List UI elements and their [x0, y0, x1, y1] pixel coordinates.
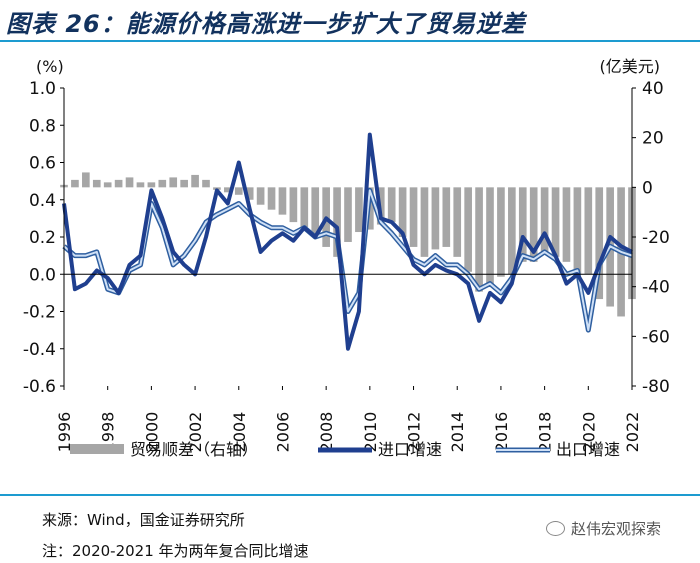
- right-tick-label: 40: [642, 79, 664, 99]
- trade-balance-bar: [147, 182, 156, 188]
- export-growth-line: [63, 189, 633, 332]
- left-tick-label: 0.8: [29, 116, 56, 136]
- trade-balance-bar: [551, 187, 560, 257]
- left-tick-label: 0.0: [29, 265, 56, 285]
- title-rule: [0, 40, 700, 42]
- x-tick-label: 2002: [186, 412, 205, 453]
- x-tick-label: 2006: [273, 412, 292, 453]
- x-tick-label: 1998: [99, 412, 118, 453]
- trade-balance-bar: [136, 182, 145, 188]
- trade-balance-bar: [289, 187, 298, 223]
- trade-balance-bar: [103, 182, 112, 188]
- trade-balance-bar: [278, 187, 287, 215]
- trade-balance-bar: [595, 187, 604, 300]
- growth-lines: [62, 132, 633, 351]
- x-tick-label: 2012: [405, 412, 424, 453]
- chart-axes: 1.0 0.8 0.6 0.4 0.2 0.0 -0.2 -0.4 -0.6 40 20 0 -20 -4…: [23, 57, 670, 452]
- trade-balance-bar: [256, 187, 265, 205]
- chart-legend: 贸易顺差（右轴） 进口增速 出口增速: [70, 440, 620, 459]
- left-tick-label: 0.2: [29, 228, 56, 248]
- trade-balance-bar: [529, 187, 538, 262]
- x-tick-label: 2020: [579, 412, 598, 453]
- trade-balance-bar: [191, 174, 199, 188]
- trade-balance-bar: [508, 187, 516, 275]
- trade-balance-bar: [300, 187, 309, 228]
- trade-balance-bar: [234, 187, 243, 195]
- trade-balance-bar: [311, 187, 320, 237]
- trade-balance-bar: [202, 179, 210, 188]
- right-tick-label: -60: [642, 327, 670, 347]
- x-tick-label: 2004: [230, 412, 249, 453]
- trade-balance-bar: [398, 187, 407, 237]
- trade-balance-bar: [584, 187, 593, 275]
- right-tick-label: -80: [642, 377, 670, 397]
- note-line: 注：2020-2021 年为两年复合同比增速: [42, 542, 309, 560]
- trade-balance-bar: [486, 187, 494, 287]
- left-tick-label: 1.0: [29, 79, 56, 99]
- wechat-icon: [546, 521, 565, 536]
- wechat-account: 赵伟宏观探索: [546, 518, 661, 539]
- x-tick-label: 2000: [142, 412, 161, 453]
- x-tick-label: 2022: [623, 412, 642, 453]
- trade-balance-bar: [497, 187, 505, 277]
- trade-balance-bar: [409, 187, 418, 247]
- trade-balance-bar: [180, 179, 188, 188]
- trade-balance-bar: [333, 187, 341, 257]
- trade-balance-bar: [420, 187, 429, 257]
- trade-balance-bar: [475, 187, 483, 292]
- legend-label-trade: 贸易顺差（右轴）: [130, 440, 258, 459]
- trade-balance-bar: [92, 179, 101, 188]
- trade-balance-bar: [442, 187, 451, 247]
- trade-balance-bar: [224, 187, 232, 193]
- left-tick-label: 0.6: [29, 154, 56, 174]
- trade-balance-bar: [355, 187, 363, 233]
- import-growth-line: [62, 132, 633, 351]
- right-tick-label: 20: [642, 129, 664, 149]
- trade-balance-bar: [387, 187, 396, 223]
- trade-balance-bar: [125, 177, 134, 188]
- left-unit: (%): [36, 57, 64, 76]
- wechat-account-name: 赵伟宏观探索: [571, 520, 662, 538]
- x-tick-label: 2008: [317, 412, 336, 453]
- trade-balance-bar: [114, 179, 123, 188]
- trade-balance-bar: [344, 187, 352, 242]
- trade-balance-bar: [562, 187, 571, 262]
- trade-balance-bar: [82, 172, 90, 188]
- trade-balance-bar: [464, 187, 472, 272]
- x-tick-label: 2018: [536, 412, 555, 453]
- trade-balance-bar: [518, 187, 527, 262]
- x-tick-label: 2016: [492, 412, 511, 453]
- left-tick-label: 0.4: [29, 191, 56, 211]
- trade-balance-bar: [169, 177, 178, 188]
- footer-rule: [0, 494, 700, 496]
- left-tick-label: -0.6: [23, 377, 56, 397]
- right-tick-label: 0: [642, 178, 653, 198]
- trade-balance-bar: [71, 179, 79, 188]
- right-tick-label: -20: [642, 228, 670, 248]
- trade-balance-bar: [267, 187, 276, 210]
- trade-balance-bar: [453, 187, 462, 257]
- source-line: 来源：Wind，国金证券研究所: [42, 511, 245, 529]
- trade-balance-bar: [540, 187, 549, 252]
- left-tick-label: -0.2: [23, 303, 56, 323]
- x-tick-label: 2014: [448, 412, 467, 453]
- trade-balance-bar: [158, 179, 167, 188]
- right-unit: (亿美元): [600, 57, 661, 76]
- trade-balance-bar: [431, 187, 440, 250]
- figure-title-text: 图表 26：能源价格高涨进一步扩大了贸易逆差: [6, 10, 526, 38]
- legend-swatch-trade: [70, 444, 124, 454]
- legend-label-import: 进口增速: [378, 440, 442, 459]
- figure-title: 图表 26：能源价格高涨进一步扩大了贸易逆差: [0, 0, 700, 42]
- legend-label-export: 出口增速: [556, 440, 620, 459]
- trade-chart: 1.0 0.8 0.6 0.4 0.2 0.0 -0.2 -0.4 -0.6 40 20 0 -20 -4…: [23, 57, 670, 459]
- x-tick-label: 2010: [361, 412, 380, 453]
- right-tick-label: -40: [642, 278, 670, 298]
- x-tick-label: 1996: [55, 412, 74, 453]
- trade-balance-bar: [245, 187, 254, 200]
- trade-balance-bar: [573, 187, 582, 275]
- left-tick-label: -0.4: [23, 340, 56, 360]
